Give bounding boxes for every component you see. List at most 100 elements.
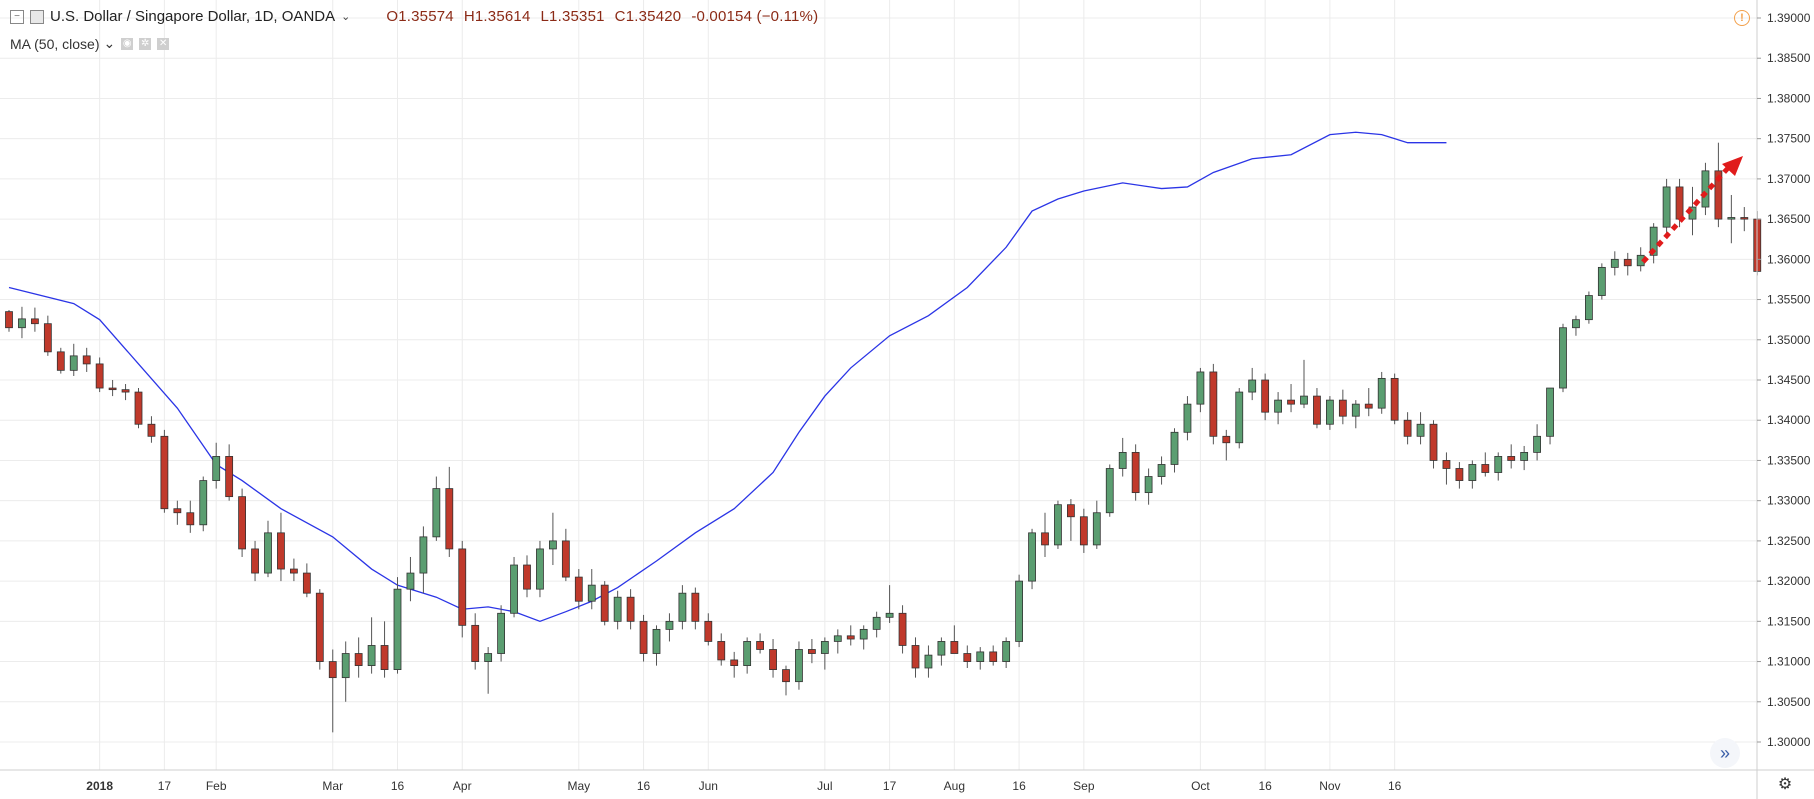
candle <box>5 310 13 332</box>
time-tick-label: Mar <box>322 779 343 793</box>
candle-body-up <box>1002 641 1011 662</box>
candle-body-down <box>626 596 635 622</box>
time-tick-label: Aug <box>944 779 965 793</box>
candle <box>289 558 298 582</box>
candle <box>795 641 803 690</box>
candle <box>225 444 234 501</box>
candle-body-down <box>173 508 182 514</box>
candle <box>1701 162 1710 216</box>
candle <box>1300 359 1308 409</box>
candle <box>380 621 389 678</box>
candle-body-down <box>561 540 570 578</box>
candle <box>510 556 518 618</box>
chevron-down-icon[interactable]: ⌄ <box>341 11 351 23</box>
candle-body-down <box>1131 451 1140 494</box>
candle-body-up <box>652 628 661 654</box>
candle <box>1287 384 1295 413</box>
candle <box>924 645 933 678</box>
settings-icon[interactable]: ✲ <box>139 37 152 50</box>
candle <box>859 625 868 650</box>
candle-body-down <box>1364 403 1373 409</box>
candle <box>1429 420 1438 469</box>
candle <box>56 347 65 374</box>
candle <box>251 540 259 582</box>
time-tick-label: 16 <box>1388 779 1402 793</box>
candle <box>808 639 816 664</box>
candle-body-down <box>380 645 389 671</box>
price-tick-label: 1.31500 <box>1767 614 1811 628</box>
double-chevron-right-icon[interactable]: » <box>1710 738 1740 768</box>
time-axis[interactable]: 2018 17 Feb Mar 16 Apr May 16 Jun Jul 17 Aug 16 Sep Oc… <box>86 779 1401 793</box>
indicator-label[interactable]: MA (50, close) <box>10 35 100 52</box>
candle-body-down <box>134 391 143 425</box>
candle-body-up <box>419 536 428 574</box>
candle <box>1118 437 1127 477</box>
candle <box>1041 512 1049 557</box>
candle-body-down <box>1079 516 1088 546</box>
candle-body-down <box>950 641 959 654</box>
candle <box>277 512 285 582</box>
candle-body-down <box>1287 399 1295 405</box>
candle-body-down <box>289 568 298 574</box>
warning-icon[interactable]: ! <box>1734 10 1750 26</box>
candle-body-up <box>264 532 272 574</box>
candle-body-up <box>367 645 376 666</box>
candle <box>639 614 648 662</box>
candle-body-up <box>1572 319 1580 329</box>
candle-body-down <box>108 387 117 391</box>
candle-body-up <box>833 635 842 642</box>
candle-body-down <box>963 653 972 662</box>
candle <box>186 500 195 533</box>
candle <box>782 665 790 696</box>
gear-icon[interactable]: ⚙ <box>1777 776 1793 793</box>
candle-body-down <box>302 572 311 594</box>
candle <box>730 651 739 678</box>
chevron-down-icon[interactable]: ⌄ <box>103 35 116 51</box>
candle <box>354 637 363 678</box>
candle <box>147 416 156 443</box>
candle <box>212 442 221 489</box>
time-tick-label: Feb <box>206 779 227 793</box>
time-tick-label: Jun <box>699 779 718 793</box>
candle-body-up <box>1351 403 1360 417</box>
time-tick-label: Nov <box>1319 779 1340 793</box>
candle-body-up <box>665 620 674 630</box>
time-tick-label: May <box>567 779 590 793</box>
candle-body-up <box>613 596 622 622</box>
candle-body-down <box>1403 419 1412 437</box>
candle-body-down <box>639 620 648 654</box>
candle <box>872 611 881 638</box>
candle <box>1313 388 1321 429</box>
candle-body-up <box>1300 395 1308 405</box>
candle <box>1157 456 1166 485</box>
candle-body-up <box>1662 186 1671 228</box>
candle-body-down <box>717 641 726 661</box>
candle <box>406 556 415 602</box>
candle-body-up <box>1533 435 1541 453</box>
candle <box>1533 424 1541 461</box>
candle-body-down <box>56 351 65 371</box>
candle-body-down <box>1675 186 1684 220</box>
price-tick-label: 1.33000 <box>1767 494 1811 508</box>
symbol-legend: − U.S. Dollar / Singapore Dollar, 1D, OA… <box>10 8 818 25</box>
symbol-title[interactable]: U.S. Dollar / Singapore Dollar, 1D, OAND… <box>50 8 336 25</box>
candle-body-up <box>1546 387 1554 437</box>
minus-square-icon[interactable]: − <box>10 9 24 24</box>
candle-body-down <box>43 323 52 353</box>
price-tick-label: 1.30500 <box>1767 695 1811 709</box>
candle <box>1209 363 1218 445</box>
eye-icon[interactable]: ◉ <box>121 37 134 50</box>
candle <box>898 605 907 654</box>
close-icon[interactable]: ✕ <box>157 37 170 50</box>
candle-body-down <box>147 423 156 437</box>
candle-body-up <box>212 456 221 481</box>
price-tick-label: 1.32500 <box>1767 534 1811 548</box>
price-tick-label: 1.30000 <box>1767 735 1811 749</box>
candle-body-up <box>1326 399 1334 425</box>
candle <box>328 649 337 733</box>
candle-body-up <box>1054 504 1062 546</box>
price-tick-label: 1.35000 <box>1767 333 1811 347</box>
candle <box>497 605 506 662</box>
